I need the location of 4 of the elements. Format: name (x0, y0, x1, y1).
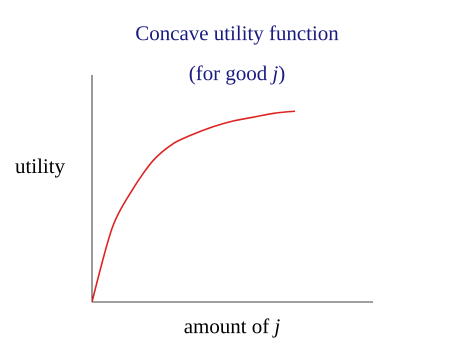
chart-title: Concave utility function (136, 25, 338, 45)
y-axis-title: utility (15, 158, 65, 178)
chart-subtitle: (for goodj) (190, 65, 284, 85)
x-axis-title: amount ofj (184, 318, 280, 338)
